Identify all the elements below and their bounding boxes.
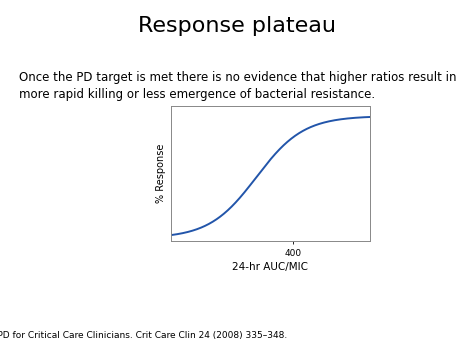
X-axis label: 24-hr AUC/MIC: 24-hr AUC/MIC bbox=[232, 262, 308, 272]
Text: Once the PD target is met there is no evidence that higher ratios result in
more: Once the PD target is met there is no ev… bbox=[19, 71, 456, 101]
Y-axis label: % Response: % Response bbox=[156, 144, 166, 203]
Text: Quintiliani, PK/PD for Critical Care Clinicians. Crit Care Clin 24 (2008) 335–34: Quintiliani, PK/PD for Critical Care Cli… bbox=[0, 331, 287, 340]
Text: Response plateau: Response plateau bbox=[138, 16, 336, 36]
